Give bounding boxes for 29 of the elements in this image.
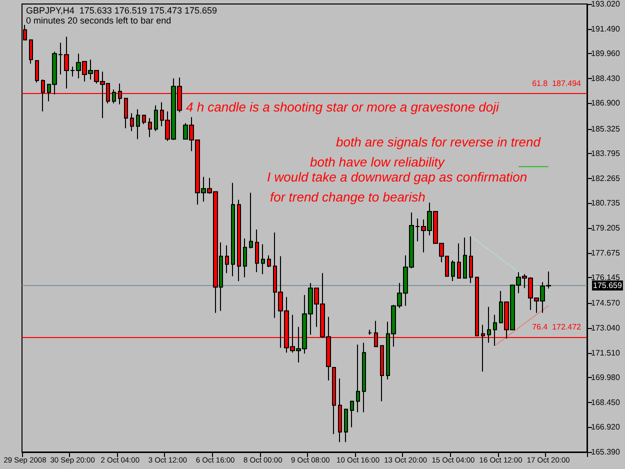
y-tick-label: 180.735 [591, 198, 620, 208]
ref-line-label: 61.8 187.494 [532, 79, 582, 88]
y-tick-label: 179.205 [591, 224, 620, 232]
annotation: both are signals for reverse in trend [336, 134, 542, 150]
y-tick-label: 183.795 [591, 149, 620, 158]
annotation: I would take a downward gap as confirmation [267, 170, 528, 184]
y-tick-label: 168.450 [591, 398, 620, 407]
y-tick-label: 186.900 [591, 98, 620, 108]
text: 0 minutes 20 seconds left to bar end [26, 16, 172, 26]
ref-line-label: 175.659 [593, 280, 622, 290]
y-tick-label: 166.920 [591, 422, 620, 432]
y-tick-label: 182.265 [591, 174, 620, 183]
ref-line-label: 76.4 172.472 [532, 322, 582, 332]
y-tick-label: 176.145 [591, 273, 620, 282]
y-tick-label: 177.675 [591, 248, 620, 258]
y-tick-label: 165.390 [591, 448, 620, 456]
y-tick-label: 191.490 [591, 24, 620, 34]
annotation: both have low reliability [310, 154, 446, 170]
annotation: 4 h candle is a shooting star or more a gravestone doji [186, 100, 500, 114]
chart-title: GBPJPY,H4 175.633 176.519 175.473 175.659 [26, 6, 217, 16]
y-tick-label: 185.325 [591, 124, 620, 134]
y-tick-label: 173.040 [591, 323, 620, 332]
y-tick-label: 189.960 [591, 49, 620, 58]
y-tick-label: 174.570 [591, 298, 620, 308]
y-tick-label: 193.020 [591, 0, 620, 8]
y-tick-label: 171.510 [591, 348, 620, 358]
y-tick-label: 169.980 [591, 373, 620, 382]
annotation: for trend change to bearish [270, 190, 426, 204]
y-tick-label: 188.430 [591, 74, 620, 83]
